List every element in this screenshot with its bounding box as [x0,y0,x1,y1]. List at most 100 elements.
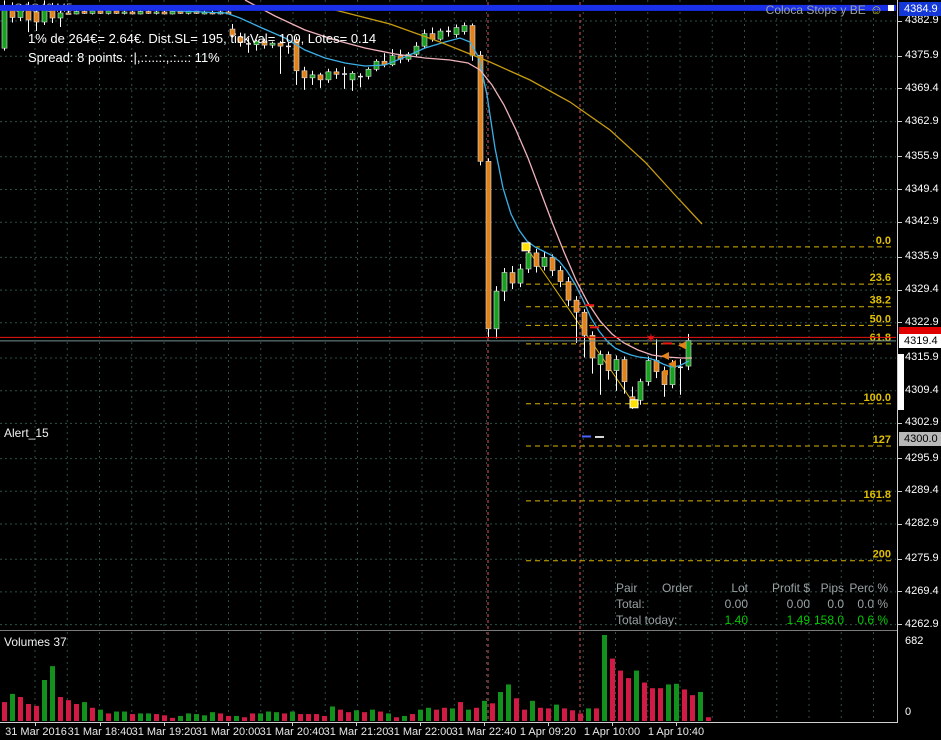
candle-up [637,381,644,401]
price-tick-mark [898,55,902,57]
price-box-ask-top: 4384.9 [899,2,941,16]
volume-bar [650,688,655,721]
candle-up [253,40,260,45]
candle-up [493,290,500,330]
time-tick-label: 31 Mar 20:40 [259,726,325,738]
price-tick-label: 4349.4 [905,182,939,195]
candle-up [525,252,532,270]
volume-bar [106,713,111,721]
volume-bar [530,700,535,721]
volume-bar [418,709,423,721]
fib-anchor-handle[interactable] [629,399,639,409]
volume-bar [370,709,375,721]
volume-bar [434,709,439,721]
candle-up [365,68,372,77]
pane-separator[interactable] [0,630,941,631]
volume-bar [610,658,615,721]
price-tick-label: 4355.9 [905,149,939,162]
candle-down [573,299,580,313]
fib-level-label: 161.8 [863,489,891,501]
candle-down [277,42,284,47]
candle-down [229,28,236,36]
volume-bar [218,713,223,721]
total-perc: 0.0 % [857,597,888,611]
volume-bar [2,702,7,721]
medium-ma-pink-line [244,0,692,359]
volume-bar [162,715,167,721]
volume-bar [562,708,567,721]
price-tick-mark [898,88,902,90]
price-axis[interactable]: 4382.9 4375.9 4369.4 4362.9 4355.9 4349.4 4342… [897,0,941,740]
price-tick-mark [898,221,902,223]
volume-bar [482,700,487,721]
price-chart-canvas[interactable]: 0.0 23.6 38.2 50.0 61.8 100.0 127 161.8 200 ✶ [0,0,896,630]
fib-level-label: 0.0 [876,235,891,247]
price-tick-label: 4329.4 [905,283,939,296]
price-tick-mark [898,256,902,258]
risk-info-overlay: 1% de 264€= 2.64€. Dist.SL= 195, tickVal… [28,29,376,67]
fib-level-label: 38.2 [870,295,891,307]
volume-bar [18,697,23,721]
account-summary-table: Pair Order Lot Profit $ Pips Perc % Tota… [616,580,888,628]
volume-bar [466,709,471,721]
volume-bar [538,707,543,721]
stop-level-dash [590,326,599,329]
price-tick-label: 4375.9 [905,49,939,62]
volume-bar [362,712,367,721]
volume-axis-label: 0 [905,706,912,718]
candle-up [613,359,620,371]
volume-bar [642,682,647,721]
ask-cap-box [899,327,941,335]
candle-down [293,39,300,72]
time-tick-label: 31 Mar 22:00 [387,726,453,738]
time-tick-label: 31 Mar 2016 [5,726,67,738]
stop-level-dash [585,304,594,307]
volume-bar [82,702,87,721]
slow-ma-gold-line [334,9,703,225]
fib-anchor-handle[interactable] [521,242,531,252]
volume-bar [114,711,119,721]
col-perc: Perc % [849,581,888,595]
volume-bar [554,704,559,721]
col-order: Order [662,581,693,595]
fib-level-label: 127 [873,434,891,446]
fib-level-label: 100.0 [863,392,891,404]
candle-up [597,354,604,365]
ea-status-text: Coloca Stops y BE [765,2,866,17]
volume-pane[interactable] [0,632,896,722]
volume-indicator-label: Volumes 37 [4,635,67,649]
volume-bar [634,670,639,721]
candle-up [269,42,276,46]
volume-bar [50,666,55,721]
candle-up [105,10,112,14]
volume-bar [354,710,359,721]
price-tick-mark [898,422,902,424]
candle-down [533,252,540,267]
price-tick-label: 4342.9 [905,215,939,228]
volume-bar [338,709,343,721]
time-axis[interactable]: 31 Mar 2016 31 Mar 18:40 31 Mar 19:20 31 Ma… [0,723,941,740]
total-label: Total: [616,597,645,611]
candle-down [97,10,104,14]
col-profit: Profit $ [771,581,810,595]
time-tick-label: 31 Mar 19:20 [131,726,197,738]
volume-bar [170,717,175,721]
volume-bar [74,703,79,721]
candle-down [33,11,40,23]
candle-up [1,10,8,49]
trade-star-icon: ✶ [646,330,657,345]
candle-up [645,360,652,382]
summary-total-row: Total: 0.00 0.00 0.0 0.0 % [616,596,888,612]
time-tick-mark [356,723,357,726]
candle-up [137,11,144,15]
volume-bar [226,715,231,721]
volume-bar [586,708,591,721]
candle-down [81,11,88,14]
today-lot: 1.40 [724,613,748,627]
price-tick-mark [898,20,902,22]
price-tick-mark [898,156,902,158]
today-label: Total today: [616,613,678,627]
candle-down [301,70,308,79]
col-lot: Lot [731,581,748,595]
time-tick-mark [420,723,421,726]
